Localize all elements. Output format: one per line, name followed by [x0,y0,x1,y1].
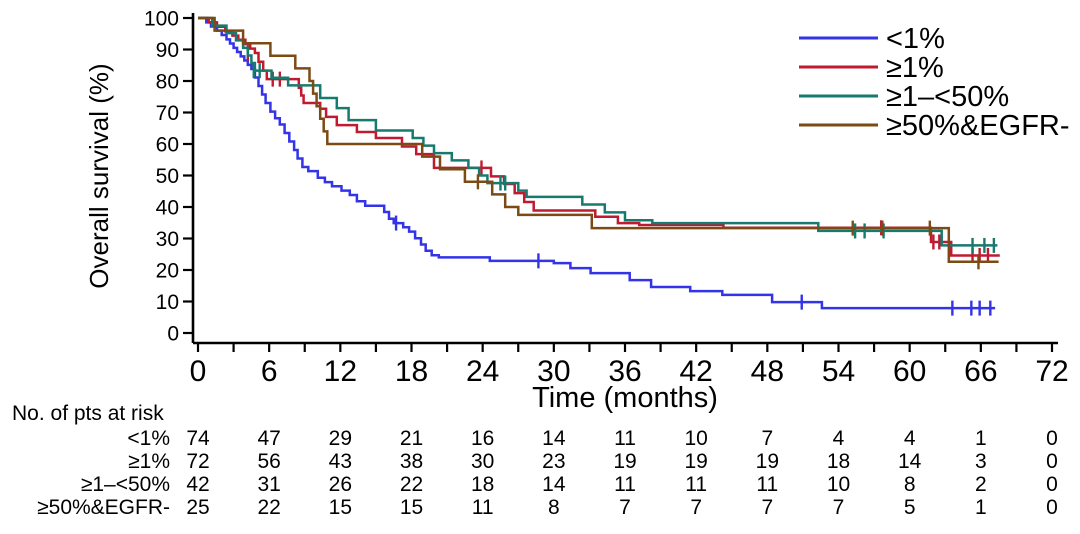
risk-count: 0 [1046,450,1058,473]
risk-count: 25 [186,496,209,519]
risk-count: 7 [619,496,631,519]
risk-count: 15 [329,496,352,519]
risk-count: 30 [471,450,494,473]
x-tick-label: 30 [537,355,570,388]
risk-count: 21 [400,427,423,450]
risk-count: 74 [186,427,210,450]
risk-count: 14 [898,450,922,473]
km-curve-ge1pct [198,16,1000,257]
risk-count: 2 [975,473,987,496]
x-tick-label: 66 [964,355,997,388]
risk-count: 56 [257,450,280,473]
risk-count: 14 [542,427,566,450]
y-tick-label: 90 [156,39,179,62]
risk-count: 1 [975,496,987,519]
x-tick-label: 36 [608,355,641,388]
x-tick-label: 42 [679,355,712,388]
risk-count: 26 [329,473,352,496]
y-tick-label: 10 [156,291,179,314]
risk-row-label-ge1-lt50pct: ≥1–<50% [81,473,170,496]
risk-count: 4 [833,427,845,450]
risk-count: 42 [186,473,209,496]
risk-count: 8 [548,496,560,519]
x-tick-label: 0 [190,355,207,388]
risk-row-label-ge50pct-egfr-neg: ≥50%&EGFR- [37,496,170,519]
risk-count: 16 [471,427,494,450]
risk-count: 38 [400,450,423,473]
x-tick-label: 48 [751,355,784,388]
risk-count: 4 [904,427,916,450]
y-axis-title: Overall survival (%) [84,63,114,288]
risk-count: 23 [542,450,565,473]
risk-count: 11 [472,496,494,519]
legend-label-ge1-lt50pct: ≥1–<50% [886,81,1009,113]
x-tick-label: 60 [893,355,926,388]
y-tick-label: 70 [156,102,179,125]
risk-count: 7 [690,496,702,519]
y-tick-label: 50 [156,165,179,188]
risk-count: 0 [1046,473,1058,496]
risk-table-title: No. of pts at risk [12,402,164,425]
risk-count: 10 [684,427,707,450]
risk-count: 43 [329,450,352,473]
legend-label-ge50pct-egfr-neg: ≥50%&EGFR- [886,110,1070,142]
risk-count: 7 [761,496,773,519]
risk-count: 0 [1046,427,1058,450]
risk-count: 18 [471,473,494,496]
risk-count: 22 [257,496,280,519]
risk-count: 15 [400,496,423,519]
y-tick-label: 0 [167,323,179,346]
risk-count: 14 [542,473,566,496]
legend-label-ge1pct: ≥1% [886,52,944,84]
risk-count: 10 [827,473,850,496]
risk-count: 19 [756,450,779,473]
km-curve-lt1pct [198,16,996,310]
risk-count: 11 [614,427,636,450]
risk-count: 29 [329,427,352,450]
risk-count: 7 [761,427,773,450]
risk-count: 7 [833,496,845,519]
x-axis-title: Time (months) [532,382,718,414]
risk-count: 22 [400,473,423,496]
risk-count: 19 [684,450,707,473]
risk-count: 72 [186,450,209,473]
x-tick-label: 54 [822,355,855,388]
y-tick-label: 20 [156,260,179,283]
y-tick-label: 40 [156,197,179,220]
y-tick-label: 60 [156,134,179,157]
risk-row-label-lt1pct: <1% [127,427,170,450]
risk-count: 3 [975,450,987,473]
risk-count: 47 [257,427,280,450]
risk-count: 5 [904,496,916,519]
risk-count: 1 [975,427,987,450]
risk-count: 18 [827,450,850,473]
y-tick-label: 100 [144,8,179,31]
risk-count: 11 [685,473,707,496]
x-tick-label: 12 [324,355,357,388]
x-tick-label: 24 [466,355,499,388]
km-curve-ge50pct-egfr-neg [198,16,999,264]
risk-count: 31 [257,473,280,496]
y-tick-label: 30 [156,228,179,251]
risk-row-label-ge1pct: ≥1% [128,450,170,473]
risk-count: 11 [614,473,636,496]
y-tick-label: 80 [156,71,179,94]
risk-count: 19 [613,450,636,473]
km-curve-ge1-lt50pct [198,16,998,247]
risk-count: 11 [756,473,778,496]
risk-count: 8 [904,473,916,496]
x-tick-label: 72 [1035,355,1068,388]
risk-count: 0 [1046,496,1058,519]
legend-label-lt1pct: <1% [886,23,945,55]
x-tick-label: 18 [395,355,428,388]
x-tick-label: 6 [261,355,278,388]
